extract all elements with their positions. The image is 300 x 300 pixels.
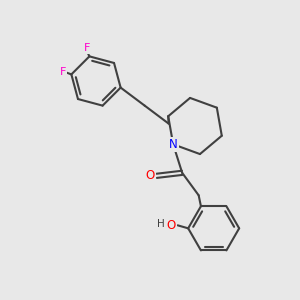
Text: N: N <box>169 138 178 151</box>
Text: F: F <box>59 67 66 77</box>
Text: F: F <box>84 43 90 53</box>
Text: O: O <box>167 219 176 232</box>
Text: H: H <box>157 219 165 229</box>
Text: O: O <box>146 169 155 182</box>
